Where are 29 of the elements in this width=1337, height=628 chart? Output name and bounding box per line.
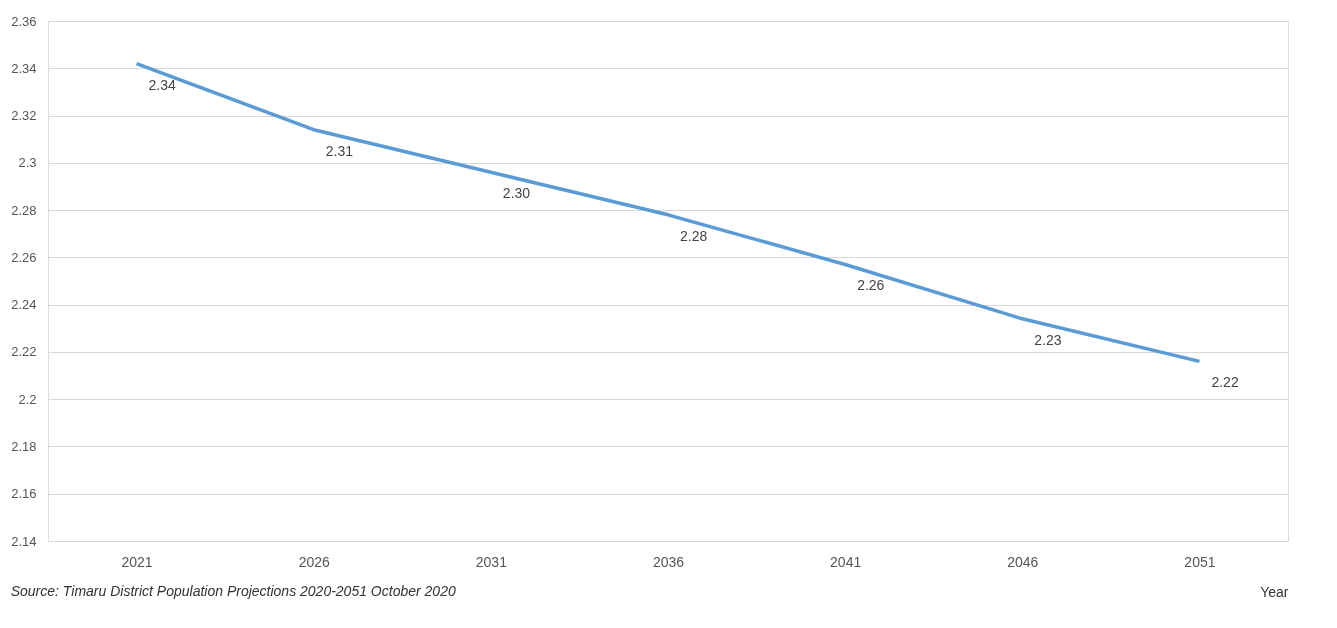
x-tick-label: 2026 (298, 553, 330, 570)
x-tick-label: 2046 (1007, 553, 1039, 570)
x-tick-label: 2036 (652, 553, 685, 570)
y-tick-label: 2.22 (11, 344, 37, 360)
y-tick-label: 2.2 (18, 391, 37, 407)
data-label: 2.30 (502, 185, 531, 202)
y-tick-label: 2.3 (18, 155, 37, 171)
y-tick-label: 2.32 (11, 108, 37, 124)
y-tick-label: 2.36 (11, 13, 37, 29)
data-label: 2.28 (680, 227, 708, 244)
y-tick-label: 2.26 (11, 249, 37, 265)
data-label: 2.26 (857, 277, 885, 294)
data-label: 2.23 (1034, 331, 1062, 348)
line-series (134, 61, 1202, 364)
data-label: 2.34 (148, 76, 177, 93)
x-axis-title: Year (1260, 583, 1289, 600)
y-tick-label: 2.14 (11, 533, 37, 549)
data-label: 2.31 (325, 142, 354, 159)
y-tick-label: 2.24 (11, 297, 37, 313)
data-label: 2.22 (1211, 374, 1239, 391)
y-tick-label: 2.28 (11, 202, 37, 218)
y-tick-label: 2.16 (11, 486, 37, 502)
x-tick-label: 2021 (121, 553, 153, 570)
x-tick-label: 2041 (830, 553, 862, 570)
y-tick-label: 2.18 (11, 438, 37, 454)
y-tick-label: 2.34 (11, 60, 37, 76)
source-note: Source: Timaru District Population Projections 2020-2051 October 2020 (10, 583, 456, 599)
x-tick-label: 2031 (475, 553, 508, 570)
x-tick-label: 2051 (1184, 553, 1216, 570)
